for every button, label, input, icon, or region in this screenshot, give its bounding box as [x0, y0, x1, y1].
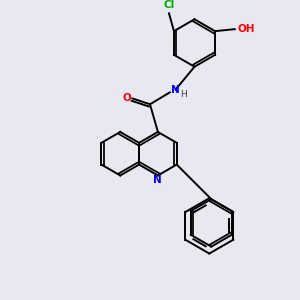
Text: N: N	[171, 85, 180, 95]
Text: Cl: Cl	[164, 0, 175, 11]
Text: O: O	[123, 93, 132, 103]
Text: H: H	[180, 90, 187, 99]
Text: N: N	[152, 176, 161, 185]
Text: OH: OH	[238, 24, 255, 34]
